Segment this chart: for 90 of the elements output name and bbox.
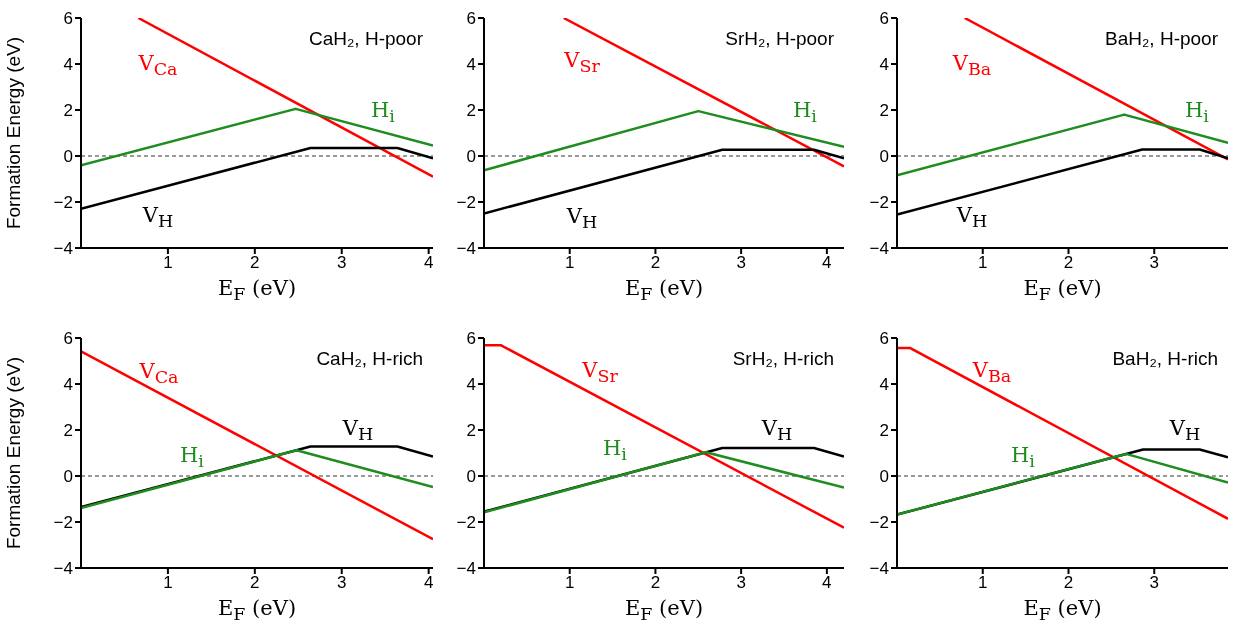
x-axis-title: E$_{F}$ (eV) — [624, 595, 704, 625]
x-tick-label: 2 — [650, 573, 661, 593]
x-axis-title: E$_{F}$ (eV) — [1023, 275, 1102, 305]
y-axis-title: Formation Energy (eV) — [3, 356, 25, 550]
x-tick-label: 4 — [423, 253, 434, 273]
y-tick-label: −4 — [869, 559, 889, 579]
text: CaH₂, H-poor — [308, 28, 423, 50]
y-tick-label: 0 — [466, 467, 476, 487]
x-tick-label: 1 — [163, 253, 173, 273]
x-axis-title: E$_{F}$ (eV) — [217, 275, 297, 305]
x-tick-label: 3 — [337, 573, 347, 593]
x-tick-label: 3 — [736, 573, 746, 593]
y-tick-label: −4 — [53, 239, 73, 259]
y-tick-label: 6 — [879, 329, 889, 349]
text: CaH₂, H-rich — [316, 348, 423, 370]
y-tick-label: −4 — [53, 559, 73, 579]
series-label: V$_{H}$ — [761, 415, 793, 445]
x-tick-label: 4 — [423, 573, 434, 593]
x-tick-label: 2 — [250, 573, 260, 593]
x-axis-title: E$_{F}$ (eV) — [217, 595, 297, 625]
text: BaH₂, H-poor — [1105, 28, 1218, 50]
y-tick-label: −2 — [53, 193, 73, 213]
x-tick-label: 4 — [822, 253, 832, 273]
x-tick-label: 1 — [564, 573, 575, 593]
y-tick-label: 2 — [63, 421, 73, 441]
text: SrH₂, H-poor — [725, 28, 834, 50]
series-label: H$_{i}$ — [1185, 97, 1209, 127]
y-tick-label: 2 — [63, 101, 73, 121]
x-tick-label: 1 — [978, 573, 988, 593]
series-label: H$_{i}$ — [603, 435, 627, 465]
series-label: V$_{Ca}$ — [138, 50, 178, 80]
y-tick-label: −2 — [456, 193, 476, 213]
series-label: V$_{H}$ — [342, 415, 374, 445]
series-label: V$_{Ba}$ — [952, 50, 992, 80]
x-tick-label: 2 — [250, 253, 260, 273]
y-tick-label: 0 — [466, 147, 476, 167]
y-tick-label: 4 — [879, 375, 889, 395]
text: SrH₂, H-rich — [732, 348, 834, 370]
y-tick-label: 4 — [466, 55, 476, 75]
x-tick-label: 1 — [163, 573, 173, 593]
y-tick-label: 0 — [63, 467, 73, 487]
series-label: H$_{i}$ — [371, 97, 395, 127]
series-label: V$_{Ca}$ — [139, 358, 179, 388]
x-axis-title: E$_{F}$ (eV) — [624, 275, 704, 305]
y-axis-title: Formation Energy (eV) — [3, 36, 25, 230]
y-tick-label: 0 — [63, 147, 73, 167]
text: BaH₂, H-rich — [1112, 348, 1218, 370]
series-label: V$_{Ba}$ — [972, 357, 1012, 387]
series-label: V$_{H}$ — [956, 202, 988, 232]
y-tick-label: −4 — [869, 239, 889, 259]
x-tick-label: 2 — [1063, 573, 1074, 593]
x-tick-label: 3 — [337, 253, 347, 273]
y-tick-label: −4 — [456, 239, 476, 259]
y-tick-label: −4 — [456, 559, 476, 579]
y-tick-label: 6 — [466, 9, 476, 29]
series-label: V$_{H}$ — [142, 202, 174, 232]
y-tick-label: 6 — [879, 9, 889, 29]
y-tick-label: −2 — [53, 513, 73, 533]
series-label: V$_{H}$ — [566, 203, 598, 233]
x-axis-title: E$_{F}$ (eV) — [1023, 595, 1102, 625]
y-tick-label: 2 — [466, 421, 476, 441]
y-tick-label: 2 — [466, 101, 476, 121]
series-label: H$_{i}$ — [793, 97, 817, 127]
y-tick-label: 6 — [63, 9, 73, 29]
series-label: H$_{i}$ — [180, 442, 204, 472]
y-tick-label: 2 — [879, 421, 889, 441]
y-tick-label: −2 — [869, 193, 889, 213]
y-tick-label: 4 — [63, 55, 73, 75]
y-tick-label: 2 — [879, 101, 889, 121]
y-tick-label: 4 — [466, 375, 476, 395]
series-label: V$_{H}$ — [1169, 415, 1201, 445]
x-tick-label: 3 — [1149, 253, 1159, 273]
x-tick-label: 2 — [1063, 253, 1074, 273]
y-tick-label: 4 — [879, 55, 889, 75]
series-label: V$_{Sr}$ — [582, 357, 618, 387]
series-label: V$_{Sr}$ — [564, 47, 600, 77]
series-label: H$_{i}$ — [1011, 442, 1035, 472]
x-tick-label: 1 — [978, 253, 988, 273]
x-tick-label: 4 — [822, 573, 832, 593]
y-tick-label: −2 — [456, 513, 476, 533]
y-tick-label: 6 — [466, 329, 476, 349]
y-tick-label: 0 — [879, 147, 889, 167]
x-tick-label: 2 — [650, 253, 661, 273]
y-tick-label: 4 — [63, 375, 73, 395]
y-tick-label: −2 — [869, 513, 889, 533]
y-tick-label: 0 — [879, 467, 889, 487]
y-tick-label: 6 — [63, 329, 73, 349]
x-tick-label: 1 — [564, 253, 575, 273]
x-tick-label: 3 — [1149, 573, 1159, 593]
x-tick-label: 3 — [736, 253, 746, 273]
